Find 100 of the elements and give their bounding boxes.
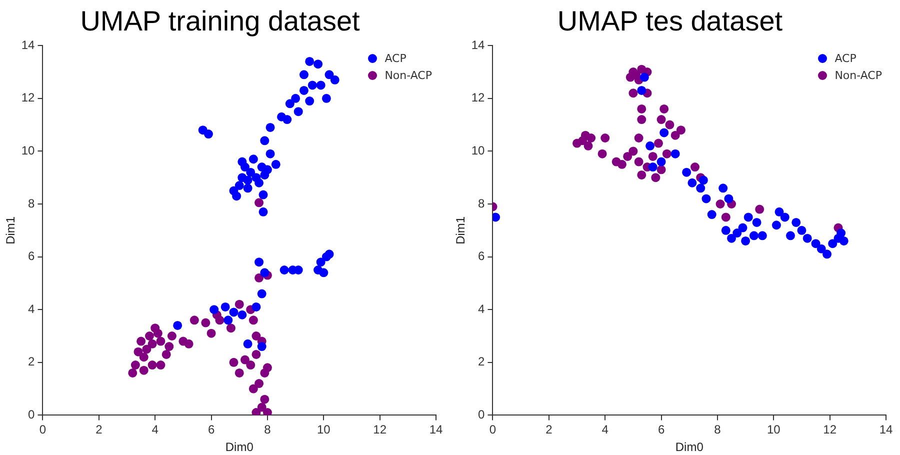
point xyxy=(634,157,644,166)
point xyxy=(637,170,646,180)
point xyxy=(252,332,261,340)
x-tick-label: 8 xyxy=(714,422,722,437)
x-tick-label: 2 xyxy=(96,422,103,437)
point xyxy=(201,318,210,328)
point xyxy=(660,104,669,114)
x-tick-label: 4 xyxy=(602,422,609,437)
point xyxy=(660,128,669,138)
x-tick-label: 0 xyxy=(39,422,46,437)
x-tick-label: 6 xyxy=(658,422,665,437)
point xyxy=(148,360,157,370)
point xyxy=(282,115,292,124)
point xyxy=(299,70,308,80)
point xyxy=(758,231,767,240)
point xyxy=(676,126,686,135)
point xyxy=(229,308,238,317)
point xyxy=(716,200,725,208)
point xyxy=(628,88,638,98)
point xyxy=(308,80,317,90)
point xyxy=(656,157,666,166)
y-tick-label: 12 xyxy=(471,90,486,105)
point xyxy=(257,402,266,412)
point xyxy=(670,149,680,158)
y-axis-title: Dim1 xyxy=(454,216,468,244)
x-tick-label: 0 xyxy=(489,422,496,437)
y-tick-label: 0 xyxy=(478,408,486,422)
point xyxy=(584,141,593,150)
point xyxy=(248,154,258,164)
point xyxy=(797,226,806,235)
point xyxy=(246,360,256,370)
point xyxy=(142,344,152,354)
point xyxy=(243,184,252,193)
point xyxy=(234,300,244,309)
point xyxy=(240,355,250,364)
point xyxy=(252,302,261,312)
point xyxy=(316,80,326,90)
point xyxy=(266,122,275,132)
point xyxy=(262,363,272,372)
y-tick-label: 6 xyxy=(28,249,36,264)
point xyxy=(238,157,247,166)
point xyxy=(656,115,666,124)
point xyxy=(254,258,264,267)
point xyxy=(628,146,638,156)
point xyxy=(234,368,244,378)
point xyxy=(224,316,233,325)
point xyxy=(744,212,753,222)
point xyxy=(802,234,812,243)
point xyxy=(254,273,264,282)
point xyxy=(167,332,176,340)
point xyxy=(696,184,706,193)
point xyxy=(144,332,154,340)
point xyxy=(248,384,258,394)
point xyxy=(229,358,238,367)
point xyxy=(319,268,328,278)
point xyxy=(134,347,143,356)
chart-title: UMAP training dataset xyxy=(80,6,360,37)
y-tick-label: 12 xyxy=(21,90,36,105)
x-axis-title: Dim0 xyxy=(675,440,704,454)
x-tick-label: 2 xyxy=(546,422,553,437)
legend-label: ACP xyxy=(384,50,406,67)
point xyxy=(724,194,734,204)
y-tick-label: 14 xyxy=(471,38,486,52)
point xyxy=(285,99,294,108)
point xyxy=(640,72,649,82)
point xyxy=(314,60,323,69)
point xyxy=(156,336,166,346)
point xyxy=(836,228,846,238)
point xyxy=(637,104,646,114)
point xyxy=(646,141,655,150)
point xyxy=(128,368,138,378)
point xyxy=(755,204,764,214)
point xyxy=(305,96,314,106)
point xyxy=(792,218,801,227)
point xyxy=(294,107,303,116)
point xyxy=(811,239,820,248)
point xyxy=(637,115,646,124)
point xyxy=(774,207,784,216)
legend-label: Non-ACP xyxy=(834,68,882,84)
x-axis-title: Dim0 xyxy=(225,440,254,454)
x-tick-label: 14 xyxy=(879,422,893,437)
point xyxy=(254,198,264,208)
point xyxy=(721,226,730,235)
point xyxy=(637,86,646,95)
point xyxy=(162,350,171,359)
y-tick-label: 2 xyxy=(478,354,486,369)
point xyxy=(190,316,199,325)
legend-label: Non-ACP xyxy=(384,68,432,84)
point xyxy=(271,160,280,169)
point xyxy=(291,94,300,103)
point xyxy=(238,310,247,320)
point xyxy=(780,212,790,222)
x-tick-label: 10 xyxy=(316,422,331,437)
point xyxy=(164,342,174,352)
point xyxy=(254,379,264,388)
point xyxy=(732,228,742,238)
point xyxy=(839,236,848,246)
point xyxy=(299,86,308,95)
point xyxy=(252,408,261,416)
x-tick-label: 12 xyxy=(373,422,387,437)
